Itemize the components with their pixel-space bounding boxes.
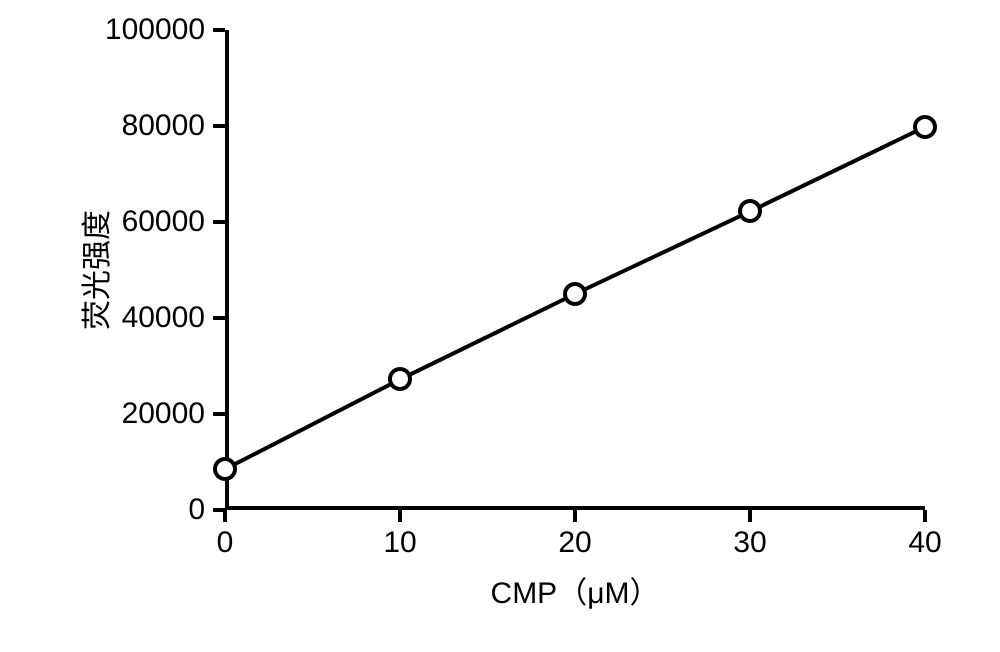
y-tick — [213, 220, 225, 224]
y-tick-label: 80000 — [50, 109, 205, 143]
x-tick-label: 10 — [383, 526, 416, 560]
data-point-marker — [563, 282, 587, 306]
x-tick — [573, 510, 577, 522]
x-tick — [748, 510, 752, 522]
data-point-marker — [913, 115, 937, 139]
y-tick — [213, 28, 225, 32]
y-tick-label: 0 — [50, 493, 205, 527]
y-tick-label: 100000 — [50, 13, 205, 47]
y-tick — [213, 316, 225, 320]
data-point-marker — [213, 457, 237, 481]
x-tick-label: 40 — [908, 526, 941, 560]
chart-container: 020000400006000080000100000 010203040 荧光… — [50, 20, 950, 630]
x-axis-label: CMP（μM） — [491, 568, 660, 612]
x-tick — [398, 510, 402, 522]
data-point-marker — [738, 199, 762, 223]
x-tick-label: 20 — [558, 526, 591, 560]
x-tick-label: 30 — [733, 526, 766, 560]
data-point-marker — [388, 367, 412, 391]
y-tick — [213, 412, 225, 416]
x-tick — [223, 510, 227, 522]
y-axis-label: 荧光强度 — [72, 210, 116, 330]
y-tick — [213, 124, 225, 128]
x-tick — [923, 510, 927, 522]
y-tick-label: 20000 — [50, 397, 205, 431]
x-tick-label: 0 — [217, 526, 234, 560]
